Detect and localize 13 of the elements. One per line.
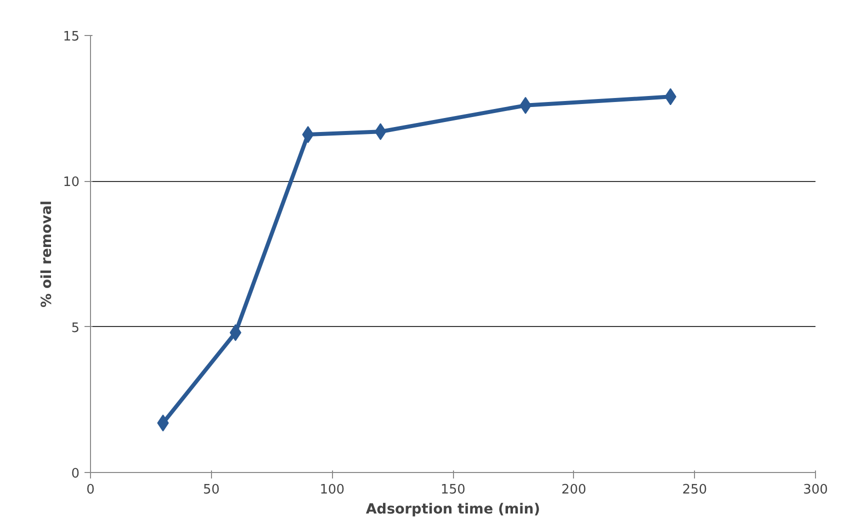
x-tick-label: 250 [682,482,708,498]
y-tick-label: 5 [71,320,80,336]
x-axis-title: Adsorption time (min) [366,502,540,518]
x-tick-label: 200 [561,482,586,498]
y-tick-label: 10 [62,175,80,190]
y-tick-label: 0 [71,466,80,482]
x-tick-label: 0 [86,482,95,498]
y-axis-title: % oil removal [38,200,55,308]
x-tick-label: 300 [803,482,828,498]
x-tick-label: 50 [203,482,220,498]
x-tick-label: 100 [320,482,345,498]
x-tick-label: 150 [440,482,466,498]
y-tick-label: 15 [62,30,80,44]
